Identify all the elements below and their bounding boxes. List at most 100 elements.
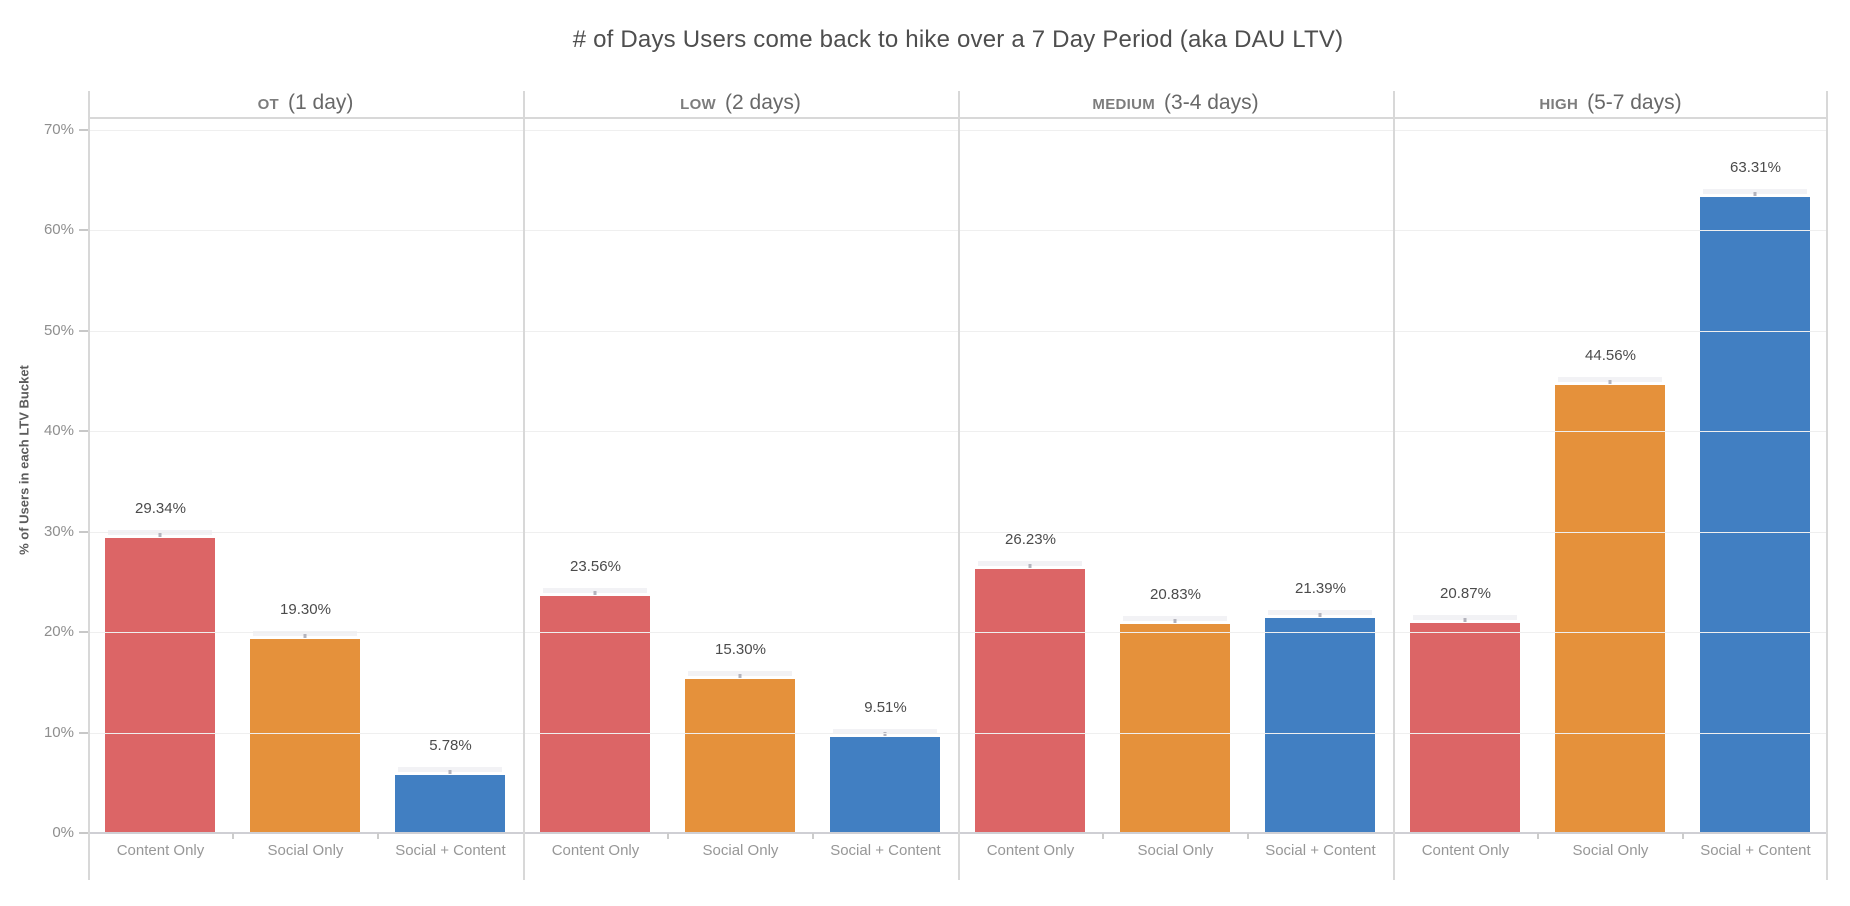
panel-header-high: HIGH (5-7 days) — [1393, 91, 1828, 117]
panel-border — [523, 91, 525, 880]
bucket-range: (1 day) — [288, 91, 354, 114]
bar-top-mark — [1703, 188, 1808, 196]
bar-social-only[interactable] — [1555, 385, 1666, 833]
category-axis: Content Only Social Only Social + Content C… — [88, 833, 1828, 880]
bucket-name: MEDIUM — [1092, 96, 1156, 113]
bar-top-mark — [1123, 615, 1228, 623]
bar-social-only[interactable] — [250, 639, 361, 833]
bar-content-only[interactable] — [1410, 623, 1521, 833]
bar-top-mark — [1268, 610, 1373, 618]
bucket-name: OT — [257, 96, 280, 113]
panel-border — [1393, 91, 1395, 880]
bar-slot: 23.56% — [523, 119, 668, 833]
bar-top-tick — [1173, 618, 1177, 623]
bar-social-content[interactable] — [1265, 618, 1376, 833]
y-tick-mark-60 — [79, 229, 88, 231]
bar-slot: 44.56% — [1538, 119, 1683, 833]
bar-social-only[interactable] — [685, 679, 796, 833]
category-label: Social Only — [1137, 842, 1214, 859]
bar-value-label: 63.31% — [1730, 158, 1781, 176]
bar-top-tick — [448, 769, 452, 774]
bar-top-tick — [303, 634, 307, 639]
y-tick-mark-50 — [79, 329, 88, 332]
panel-border — [958, 91, 960, 880]
bar-top-tick — [1028, 564, 1032, 569]
y-tick-label-20: 20% — [43, 623, 74, 640]
y-tick-label-70: 70% — [43, 120, 74, 138]
bar-slot: 29.34% — [88, 119, 233, 833]
bar-content-only[interactable] — [540, 596, 651, 833]
bar-content-only[interactable] — [105, 538, 216, 833]
y-tick-mark-0 — [79, 832, 88, 834]
bar-top-mark — [1413, 615, 1518, 623]
category-panel-ot: Content Only Social Only Social + Content — [88, 833, 523, 880]
category-panel-medium: Content Only Social Only Social + Content — [958, 833, 1393, 880]
bar-slot: 5.78% — [378, 119, 523, 833]
bar-content-only[interactable] — [975, 569, 1086, 833]
bar-slot: 21.39% — [1248, 119, 1393, 833]
bar-top-tick — [738, 674, 742, 679]
bar-slot: 20.83% — [1103, 119, 1248, 833]
bar-top-mark — [543, 588, 648, 596]
bar-top-tick — [883, 732, 887, 737]
bar-top-tick — [1608, 380, 1612, 385]
bar-top-mark — [688, 671, 793, 679]
y-tick-label-10: 10% — [43, 723, 74, 741]
category-label: Social Only — [702, 842, 779, 859]
bar-slot: 9.51% — [813, 119, 958, 833]
category-tick — [376, 833, 379, 839]
category-tick — [231, 833, 234, 839]
bar-social-only[interactable] — [1120, 623, 1231, 833]
category-tick — [1681, 833, 1684, 839]
y-tick-label-40: 40% — [43, 422, 74, 439]
category-tick — [1101, 833, 1104, 839]
bar-value-label: 29.34% — [135, 500, 186, 518]
category-panel-low: Content Only Social Only Social + Content — [523, 833, 958, 880]
y-tick-mark-10 — [79, 731, 88, 734]
panel-medium: 26.23% 20.83% 21.39% — [958, 119, 1393, 833]
bar-top-mark — [1558, 377, 1663, 385]
category-tick — [1536, 833, 1539, 839]
plot: OT (1 day) LOW (2 days) MEDIUM (3-4 days) HIGH… — [88, 91, 1828, 880]
bar-value-label: 21.39% — [1295, 580, 1346, 598]
chart-title: # of Days Users come back to hike over a… — [572, 26, 1344, 53]
bar-top-tick — [1463, 618, 1467, 623]
bar-value-label: 44.56% — [1585, 347, 1636, 365]
category-tick — [666, 833, 669, 839]
bucket-range: (2 days) — [725, 91, 801, 114]
panel-ot: 29.34% 19.30% 5.78% — [88, 119, 523, 833]
panel-border — [1826, 91, 1828, 880]
category-label: Social + Content — [1700, 842, 1811, 859]
category-label: Social + Content — [1265, 842, 1376, 859]
panel-high: 20.87% 44.56% 63.31% — [1393, 119, 1828, 833]
category-label: Social Only — [267, 842, 344, 859]
bar-value-label: 23.56% — [570, 558, 621, 576]
bar-social-content[interactable] — [1700, 196, 1811, 833]
bucket-range: (5-7 days) — [1587, 91, 1682, 114]
y-tick-mark-40 — [79, 430, 88, 432]
y-tick-label-50: 50% — [43, 321, 74, 339]
bar-value-label: 19.30% — [280, 601, 331, 619]
plot-area: 29.34% 19.30% 5.78% 23.56% 15.30% 9.51% 26.23%… — [88, 119, 1828, 834]
category-tick — [1246, 833, 1249, 839]
bar-slot: 20.87% — [1393, 119, 1538, 833]
panel-header-low: LOW (2 days) — [523, 91, 958, 117]
panel-header-medium: MEDIUM (3-4 days) — [958, 91, 1393, 117]
bar-top-tick — [1753, 191, 1757, 196]
bar-value-label: 20.87% — [1440, 585, 1491, 603]
bar-top-mark — [398, 766, 503, 774]
bucket-name: HIGH — [1539, 96, 1579, 113]
category-label: Content Only — [116, 842, 205, 859]
bar-social-content[interactable] — [830, 737, 941, 833]
bar-top-mark — [833, 729, 938, 737]
bar-slot: 26.23% — [958, 119, 1103, 833]
category-label: Content Only — [1421, 842, 1510, 859]
category-panel-high: Content Only Social Only Social + Content — [1393, 833, 1828, 880]
bar-top-tick — [158, 533, 162, 538]
bar-top-mark — [108, 530, 213, 538]
category-label: Content Only — [551, 842, 640, 859]
category-label: Social + Content — [830, 842, 941, 859]
bar-social-content[interactable] — [395, 774, 506, 833]
y-tick-label-30: 30% — [43, 522, 74, 540]
